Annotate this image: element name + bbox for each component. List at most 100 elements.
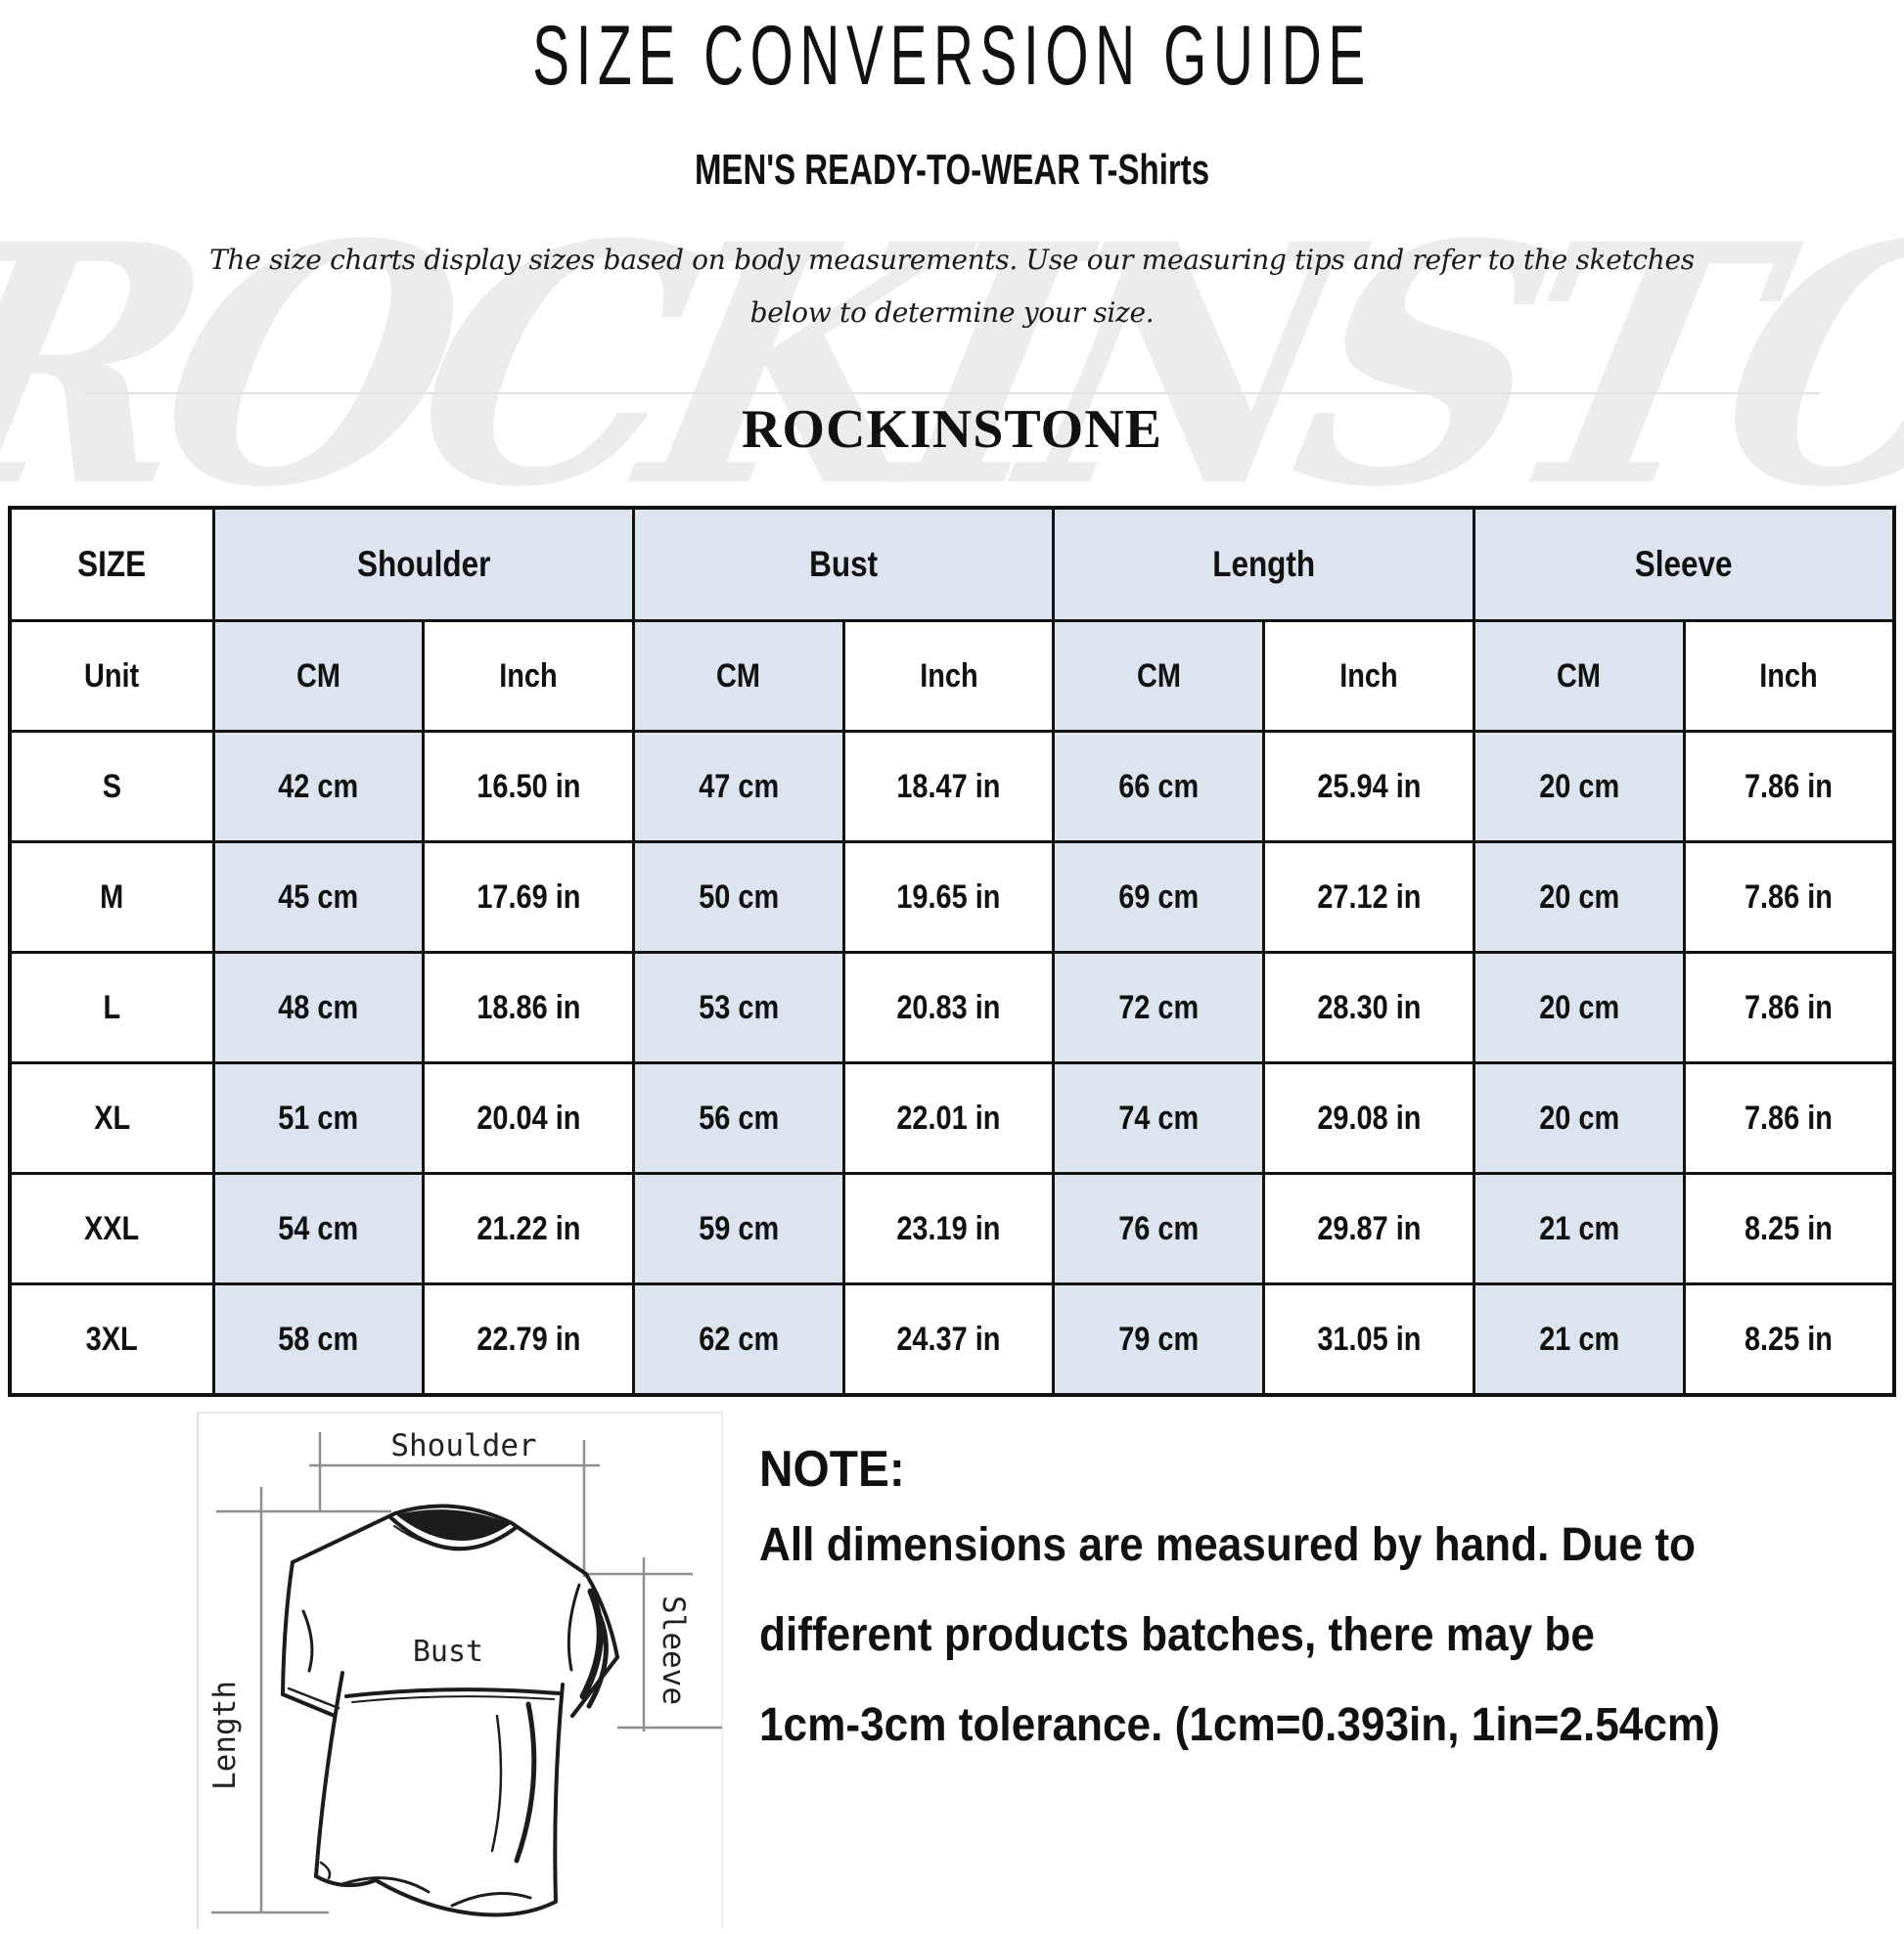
length-inch-cell: 29.87 in	[1262, 1172, 1475, 1285]
bust-cm-cell: 56 cm	[631, 1061, 845, 1175]
table-row: L 48 cm 18.86 in 53 cm 20.83 in 72 cm 28.30 in…	[8, 951, 1896, 1064]
shoulder-cm-cell: 54 cm	[211, 1172, 426, 1285]
tshirt-measurement-diagram: Shoulder Bust Length Sleeve	[196, 1411, 724, 1929]
size-cell: XXL	[8, 1172, 215, 1285]
size-cell: XL	[8, 1061, 215, 1175]
length-cm-cell: 69 cm	[1052, 840, 1266, 954]
sleeve-cm-cell: 21 cm	[1472, 1172, 1686, 1285]
shoulder-inch-cell: 17.69 in	[422, 840, 635, 954]
unit-inch-header: Inch	[1262, 619, 1475, 733]
shoulder-inch-cell: 21.22 in	[422, 1172, 635, 1285]
shoulder-cm-cell: 42 cm	[211, 730, 426, 843]
subtitle-product: T-Shirts	[1089, 146, 1210, 194]
table-row: XL 51 cm 20.04 in 56 cm 22.01 in 74 cm 29.08 i…	[8, 1061, 1896, 1175]
size-cell: L	[8, 951, 215, 1064]
length-cm-cell: 74 cm	[1052, 1061, 1266, 1175]
unit-cm-header: CM	[1472, 619, 1686, 733]
divider-line	[84, 392, 1820, 394]
sleeve-inch-cell: 7.86 in	[1682, 951, 1896, 1064]
tshirt-outline	[281, 1504, 619, 1917]
bottom-section: Shoulder Bust Length Sleeve NOTE: All di…	[0, 1411, 1904, 1929]
size-conversion-table: SIZE Shoulder Bust Length Sleeve Unit CM Inc…	[8, 506, 1896, 1397]
tshirt-sketch: Shoulder Bust Length Sleeve	[197, 1412, 723, 1929]
page-subtitle: MEN'S READY-TO-WEAR T-Shirts	[238, 146, 1666, 195]
bust-cm-cell: 62 cm	[631, 1282, 845, 1397]
unit-cm-header: CM	[631, 619, 845, 733]
dimension-lines	[211, 1432, 722, 1914]
table-row: M 45 cm 17.69 in 50 cm 19.65 in 69 cm 27.12 in…	[8, 840, 1896, 954]
shoulder-inch-cell: 18.86 in	[422, 951, 635, 1064]
size-cell: S	[8, 730, 215, 843]
unit-inch-header: Inch	[841, 619, 1056, 733]
shoulder-inch-cell: 22.79 in	[422, 1282, 635, 1397]
description-line-1: The size charts display sizes based on b…	[209, 244, 1695, 276]
shoulder-cm-cell: 45 cm	[211, 840, 426, 954]
unit-inch-header: Inch	[1682, 619, 1896, 733]
shoulder-inch-cell: 20.04 in	[422, 1061, 635, 1175]
bust-inch-cell: 20.83 in	[841, 951, 1056, 1064]
size-cell: M	[8, 840, 215, 954]
size-guide-page: SIZE CONVERSION GUIDE MEN'S READY-TO-WEA…	[0, 8, 1904, 1929]
shoulder-cm-cell: 58 cm	[211, 1282, 426, 1397]
length-inch-cell: 27.12 in	[1262, 840, 1475, 954]
sleeve-inch-cell: 8.25 in	[1682, 1172, 1896, 1285]
description-text: The size charts display sizes based on b…	[0, 234, 1904, 339]
sleeve-inch-cell: 8.25 in	[1682, 1282, 1896, 1397]
length-cm-cell: 72 cm	[1052, 951, 1266, 1064]
bust-cm-cell: 59 cm	[631, 1172, 845, 1285]
shoulder-label: Shoulder	[390, 1428, 536, 1463]
shoulder-inch-cell: 16.50 in	[422, 730, 635, 843]
size-cell: 3XL	[8, 1282, 215, 1397]
table-unit-row: Unit CM Inch CM Inch CM Inch CM Inch	[8, 619, 1896, 733]
sleeve-cm-cell: 20 cm	[1472, 730, 1686, 843]
table-row: S 42 cm 16.50 in 47 cm 18.47 in 66 cm 25.94 in…	[8, 730, 1896, 843]
sleeve-inch-cell: 7.86 in	[1682, 1061, 1896, 1175]
note-block: NOTE: All dimensions are measured by han…	[759, 1411, 1720, 1771]
bust-inch-cell: 18.47 in	[841, 730, 1056, 843]
sleeve-cm-cell: 20 cm	[1472, 951, 1686, 1064]
unit-header: Unit	[8, 619, 215, 733]
note-line-3: 1cm-3cm tolerance. (1cm=0.393in, 1in=2.5…	[759, 1699, 1720, 1751]
unit-cm-header: CM	[1052, 619, 1266, 733]
bust-inch-cell: 19.65 in	[841, 840, 1056, 954]
shoulder-cm-cell: 51 cm	[211, 1061, 426, 1175]
bust-cm-cell: 53 cm	[631, 951, 845, 1064]
sleeve-cm-cell: 21 cm	[1472, 1282, 1686, 1397]
description-line-2: below to determine your size.	[749, 296, 1155, 329]
size-column-header: SIZE	[8, 506, 215, 622]
length-inch-cell: 31.05 in	[1262, 1282, 1475, 1397]
note-heading: NOTE:	[759, 1441, 905, 1498]
shoulder-cm-cell: 48 cm	[211, 951, 426, 1064]
group-header-sleeve: Sleeve	[1472, 506, 1896, 622]
length-inch-cell: 25.94 in	[1262, 730, 1475, 843]
length-label: Length	[207, 1681, 243, 1790]
length-inch-cell: 28.30 in	[1262, 951, 1475, 1064]
group-header-length: Length	[1052, 506, 1475, 622]
bust-cm-cell: 50 cm	[631, 840, 845, 954]
bust-inch-cell: 23.19 in	[841, 1172, 1056, 1285]
page-title: SIZE CONVERSION GUIDE	[532, 9, 1372, 103]
sleeve-cm-cell: 20 cm	[1472, 840, 1686, 954]
length-cm-cell: 76 cm	[1052, 1172, 1266, 1285]
unit-inch-header: Inch	[422, 619, 635, 733]
note-line-1: All dimensions are measured by hand. Due…	[759, 1519, 1697, 1571]
subtitle-category: MEN'S READY-TO-WEAR	[694, 146, 1081, 194]
sleeve-inch-cell: 7.86 in	[1682, 730, 1896, 843]
bust-inch-cell: 22.01 in	[841, 1061, 1056, 1175]
table-row: 3XL 58 cm 22.79 in 62 cm 24.37 in 79 cm 31.05 …	[8, 1282, 1896, 1397]
length-inch-cell: 29.08 in	[1262, 1061, 1475, 1175]
sleeve-cm-cell: 20 cm	[1472, 1061, 1686, 1175]
sleeve-label: Sleeve	[656, 1596, 691, 1705]
brand-name: ROCKINSTONE	[741, 399, 1163, 460]
group-header-shoulder: Shoulder	[211, 506, 635, 622]
bust-inch-cell: 24.37 in	[841, 1282, 1056, 1397]
table-group-header-row: SIZE Shoulder Bust Length Sleeve	[8, 506, 1896, 622]
note-line-2: different products batches, there may be	[759, 1609, 1595, 1661]
bust-label: Bust	[413, 1635, 483, 1669]
group-header-bust: Bust	[631, 506, 1056, 622]
table-row: XXL 54 cm 21.22 in 59 cm 23.19 in 76 cm 29.87 …	[8, 1172, 1896, 1285]
length-cm-cell: 66 cm	[1052, 730, 1266, 843]
bust-cm-cell: 47 cm	[631, 730, 845, 843]
length-cm-cell: 79 cm	[1052, 1282, 1266, 1397]
sleeve-inch-cell: 7.86 in	[1682, 840, 1896, 954]
